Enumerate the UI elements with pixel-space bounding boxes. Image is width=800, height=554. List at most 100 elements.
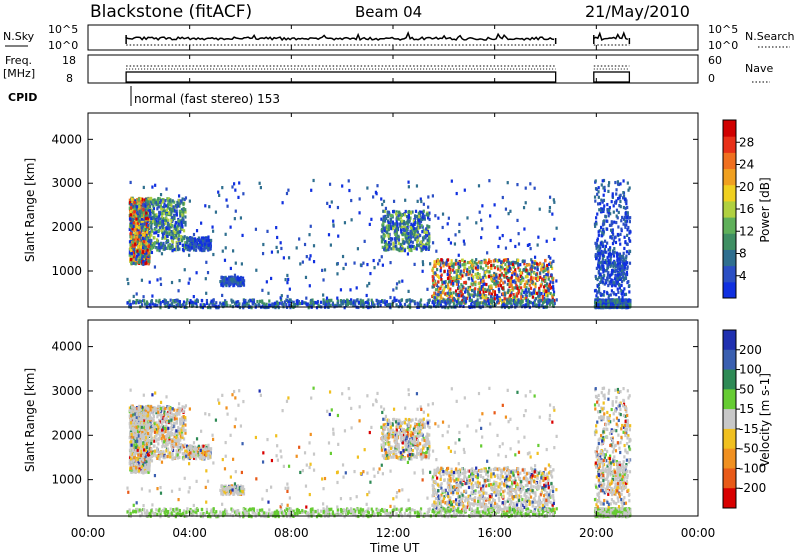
power-cell	[626, 265, 629, 269]
power-cell	[160, 228, 163, 232]
power-cell	[173, 200, 176, 204]
power-cell	[144, 246, 147, 250]
power-cell	[603, 302, 606, 306]
power-cell	[508, 301, 511, 305]
power-cell	[547, 254, 551, 259]
power-cell	[510, 274, 514, 278]
power-cell	[182, 218, 185, 222]
power-cell	[427, 242, 430, 246]
power-cell	[420, 303, 423, 307]
power-cell	[302, 301, 306, 305]
power-cell	[552, 290, 556, 294]
power-cell	[329, 243, 332, 247]
power-cell	[501, 301, 504, 305]
power-cell	[483, 287, 487, 292]
power-cell	[181, 213, 184, 217]
power-cell	[551, 303, 555, 307]
power-cell	[152, 200, 155, 204]
power-cell	[395, 239, 398, 243]
power-cell	[509, 209, 512, 213]
power-cell	[133, 218, 136, 222]
power-cell	[187, 281, 190, 285]
power-cell	[407, 185, 410, 189]
power-cell	[157, 202, 160, 206]
power-cell	[131, 221, 134, 225]
power-cell	[195, 304, 198, 309]
power-cell	[519, 263, 522, 267]
power-cell	[201, 241, 204, 245]
power-cell	[437, 274, 440, 278]
power-cell	[276, 250, 279, 254]
power-cell	[605, 298, 608, 302]
power-cell	[621, 296, 624, 300]
power-cell	[203, 236, 206, 240]
power-cell	[624, 213, 628, 217]
power-cell	[150, 250, 154, 255]
power-cell	[392, 245, 395, 249]
power-cell	[163, 298, 166, 302]
power-cell	[159, 306, 162, 310]
power-cell	[439, 303, 443, 307]
power-cell	[472, 275, 475, 279]
power-cell	[387, 303, 390, 307]
power-cell	[157, 228, 160, 233]
power-cell	[154, 227, 157, 232]
power-cell	[481, 279, 484, 283]
power-cell	[468, 298, 471, 303]
power-cell	[312, 303, 315, 307]
power-cell	[474, 280, 477, 284]
power-cell	[136, 240, 139, 244]
power-cell	[301, 300, 304, 304]
power-cell	[515, 298, 518, 302]
power-cell	[136, 203, 140, 207]
power-cell	[454, 289, 458, 293]
power-cell	[397, 299, 401, 303]
power-cell	[136, 249, 139, 253]
power-cell	[521, 276, 524, 280]
power-cell	[239, 280, 242, 284]
power-cell	[339, 288, 343, 292]
power-cell	[460, 289, 463, 293]
power-cell	[450, 261, 453, 265]
nsky-right-tick-bottom: 10^0	[708, 39, 738, 52]
power-cell	[164, 246, 167, 250]
power-cell	[165, 187, 168, 191]
power-cell	[413, 222, 416, 226]
power-cell	[148, 206, 151, 210]
power-cell	[403, 302, 407, 307]
power-cell	[514, 303, 517, 307]
power-cell	[472, 288, 475, 292]
power-cell	[380, 217, 383, 221]
power-cell	[136, 257, 140, 261]
power-cell	[301, 260, 304, 264]
power-cell	[160, 245, 163, 250]
power-cell	[624, 273, 628, 277]
power-cell	[618, 238, 621, 242]
power-cell	[399, 303, 402, 308]
power-cell	[363, 302, 366, 306]
power-cell	[500, 262, 503, 266]
power-cell	[536, 262, 539, 266]
power-cell	[262, 242, 265, 247]
power-cell	[401, 225, 405, 229]
power-cell	[203, 303, 206, 307]
power-cell	[203, 239, 207, 243]
power-cell	[224, 303, 227, 307]
power-cell	[389, 242, 392, 246]
power-cell	[128, 253, 131, 257]
power-cell	[518, 278, 522, 283]
power-cell	[236, 275, 239, 279]
power-cell	[207, 243, 210, 247]
power-cell	[269, 303, 272, 307]
power-cell	[491, 304, 494, 308]
power-cell	[397, 236, 400, 240]
power-cell	[259, 185, 262, 190]
power-cell	[331, 303, 335, 307]
power-cell	[162, 208, 165, 212]
power-cell	[328, 182, 332, 186]
power-cell	[607, 296, 610, 300]
power-cell	[441, 282, 444, 286]
power-cell	[179, 230, 182, 234]
power-cell	[181, 243, 184, 248]
power-cell	[183, 235, 186, 239]
